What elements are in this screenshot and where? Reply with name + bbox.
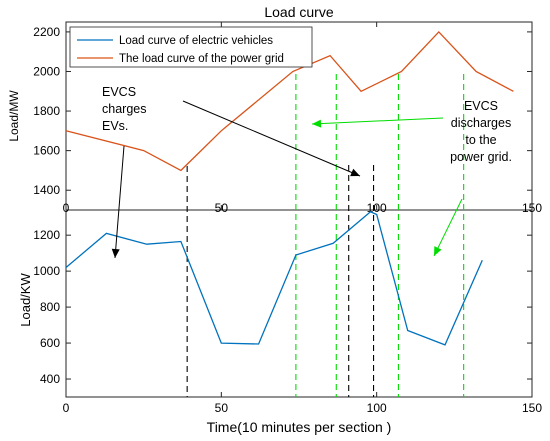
- bottom-xtick-label: 50: [215, 401, 229, 415]
- annotation-discharge-text: to the: [465, 133, 496, 147]
- top-xtick-label: 0: [63, 201, 70, 215]
- top-xtick-label: 150: [522, 201, 542, 215]
- ev-load-series-line: [65, 211, 483, 346]
- charge-arrow-right: [182, 100, 361, 177]
- top-ytick-label: 2000: [33, 64, 60, 78]
- bottom-axes-box: [65, 209, 533, 398]
- annotation-discharge-text: discharges: [451, 116, 511, 130]
- chart-title: Load curve: [264, 4, 333, 20]
- x-axis-label: Time(10 minutes per section ): [207, 419, 392, 435]
- annotation-charge-text: EVs.: [102, 119, 128, 133]
- bottom-xtick-label: 0: [63, 401, 70, 415]
- legend-box: [69, 26, 313, 68]
- charge-arrow-down: [114, 145, 125, 259]
- top-y-axis-label: Load/MW: [7, 90, 21, 142]
- bottom-ytick-label: 400: [40, 372, 60, 386]
- bottom-ytick-label: 800: [40, 300, 60, 314]
- top-ytick-label: 1600: [33, 144, 60, 158]
- annotation-discharge-text: EVCS: [464, 99, 498, 113]
- bottom-ytick-label: 1000: [33, 264, 60, 278]
- discharge-arrow-left-head: [312, 119, 322, 128]
- bottom-ytick-label: 600: [40, 336, 60, 350]
- top-xtick-label: 50: [215, 201, 229, 215]
- bottom-xtick-label: 150: [522, 401, 542, 415]
- bottom-xtick-label: 100: [367, 401, 387, 415]
- charge-arrow-down-head: [111, 248, 120, 258]
- bottom-ytick-label: 1200: [33, 228, 60, 242]
- legend-label-ev: Load curve of electric vehicles: [119, 35, 273, 47]
- top-xtick-label: 100: [367, 201, 387, 215]
- legend-label-grid: The load curve of the power grid: [119, 53, 284, 65]
- grid-load-series-line: [65, 30, 514, 172]
- top-ytick-label: 2200: [33, 25, 60, 39]
- bottom-y-axis-label: Load/KW: [18, 273, 33, 327]
- annotation-charge-text: EVCS: [102, 85, 136, 99]
- top-ytick-label: 1800: [33, 104, 60, 118]
- discharge-arrow-down: [433, 198, 463, 257]
- discharge-arrow-down-head: [434, 246, 442, 256]
- discharge-arrow-left: [311, 117, 444, 125]
- top-ytick-label: 1400: [33, 183, 60, 197]
- charge-arrow-right-head: [350, 168, 360, 177]
- annotation-charge-text: charges: [102, 102, 146, 116]
- annotation-discharge-text: power grid.: [450, 150, 512, 164]
